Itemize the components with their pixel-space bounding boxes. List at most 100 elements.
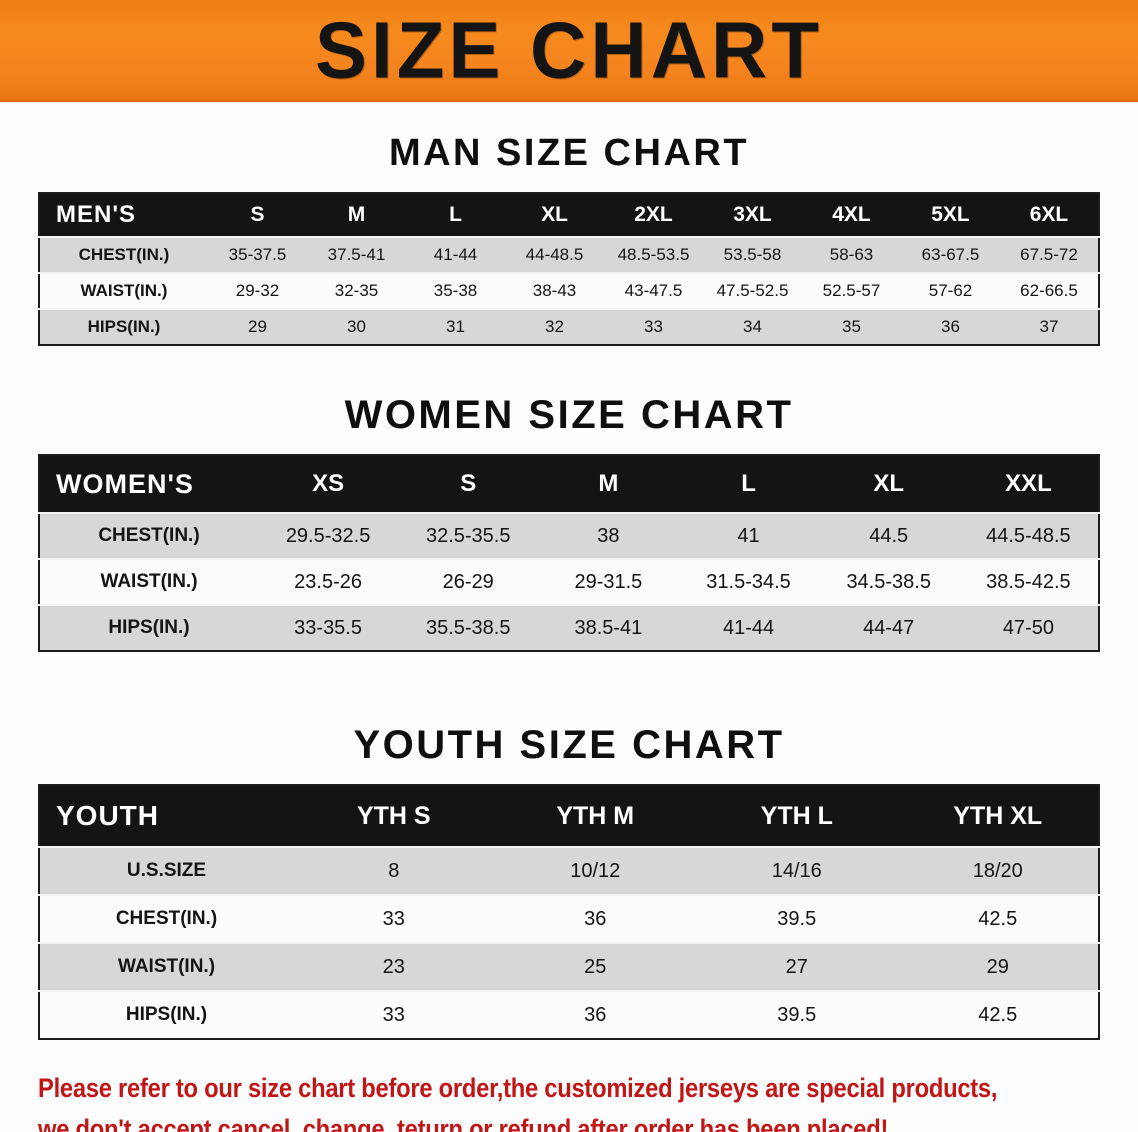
men-size-value: 52.5-57 [822, 281, 881, 300]
women-size-value: 38 [597, 524, 620, 547]
men-size-value: 29-32 [235, 281, 280, 300]
women-size-value: 41-44 [722, 616, 775, 639]
youth-measurement-row: U.S.SIZE 8 10/12 14/16 18/20 [39, 847, 1099, 895]
youth-size-table: YOUTH YTH S YTH M YTH L YTH XL U.S.SIZE 8 10/1… [38, 784, 1100, 1040]
women-size-value: 29-31.5 [574, 570, 643, 593]
women-size-value: 26-29 [442, 570, 494, 593]
women-table-header: WOMEN'S XS S M L XL XXL [39, 455, 1099, 513]
men-size-value: 37.5-41 [327, 245, 386, 264]
youth-size-column-header: YTH XL [897, 785, 1099, 847]
men-size-value: 38-43 [532, 281, 577, 300]
men-size-value: 35 [842, 317, 861, 336]
men-measurement-label: WAIST(IN.) [80, 281, 168, 300]
men-size-column-header: 4XL [802, 193, 901, 237]
youth-size-value: 39.5 [777, 1003, 817, 1026]
youth-size-value: 23 [382, 955, 405, 978]
women-table-body: CHEST(IN.) 29.5-32.5 32.5-35.5 38 41 44.5 44.5… [39, 513, 1099, 651]
women-size-value: 35.5-38.5 [425, 616, 511, 639]
men-size-column-header: L [406, 193, 505, 237]
youth-section-title: YOUTH SIZE CHART [353, 723, 785, 767]
youth-size-column-header: YTH M [494, 785, 696, 847]
men-size-value: 31 [446, 317, 465, 336]
women-section-title: WOMEN SIZE CHART [344, 393, 794, 437]
women-header-row: WOMEN'S XS S M L XL XXL [39, 455, 1099, 513]
men-size-value: 32 [545, 317, 564, 336]
women-category-label: WOMEN'S [39, 455, 258, 513]
men-size-column-header: 6XL [1000, 193, 1099, 237]
men-size-column-header: XL [505, 193, 604, 237]
women-size-value: 44.5-48.5 [986, 524, 1071, 547]
youth-size-value: 36 [584, 907, 607, 930]
women-size-column-header: S [398, 455, 539, 513]
men-category-label: MEN'S [39, 193, 208, 237]
men-size-value: 36 [941, 317, 960, 336]
youth-size-value: 36 [584, 1003, 607, 1026]
youth-size-value: 33 [382, 1003, 405, 1026]
youth-size-value: 27 [785, 955, 808, 978]
youth-size-value: 8 [388, 859, 400, 882]
youth-size-value: 14/16 [771, 859, 822, 882]
youth-size-section: YOUTH SIZE CHART YOUTH YTH S YTH M YTH L YTH… [0, 722, 1138, 1040]
youth-header-row: YOUTH YTH S YTH M YTH L YTH XL [39, 785, 1099, 847]
women-size-value: 32.5-35.5 [425, 524, 511, 547]
women-size-column-header: M [538, 455, 679, 513]
men-size-value: 35-37.5 [228, 245, 287, 264]
men-measurement-label: CHEST(IN.) [78, 245, 170, 264]
youth-table-body: U.S.SIZE 8 10/12 14/16 18/20 CHEST(IN.) 33 36 39… [39, 847, 1099, 1039]
women-size-table: WOMEN'S XS S M L XL XXL CHEST(IN.) 29.5-32.5 32.… [38, 454, 1100, 652]
youth-size-value: 42.5 [978, 907, 1018, 930]
women-size-value: 34.5-38.5 [846, 570, 931, 593]
men-size-value: 62-66.5 [1020, 281, 1078, 300]
men-size-value: 53.5-58 [723, 245, 782, 264]
women-measurement-row: WAIST(IN.) 23.5-26 26-29 29-31.5 31.5-34.5 34… [39, 559, 1099, 605]
page-title: SIZE CHART [315, 4, 823, 95]
women-size-column-header: XXL [958, 455, 1099, 513]
youth-measurement-row: WAIST(IN.) 23 25 27 29 [39, 943, 1099, 991]
youth-size-value: 18/20 [972, 859, 1023, 882]
youth-measurement-label: HIPS(IN.) [125, 1004, 208, 1025]
men-measurement-label: HIPS(IN.) [87, 317, 161, 336]
men-size-value: 63-67.5 [921, 245, 980, 264]
youth-size-column-header: YTH L [696, 785, 898, 847]
men-size-value: 35-38 [433, 281, 478, 300]
men-size-value: 30 [347, 317, 366, 336]
men-size-value: 34 [743, 317, 762, 336]
youth-measurement-label: U.S.SIZE [126, 860, 207, 881]
men-size-value: 33 [644, 317, 663, 336]
women-size-value: 29.5-32.5 [285, 524, 371, 547]
men-header-row: MEN'S S M L XL 2XL 3XL 4XL 5XL 6XL [39, 193, 1099, 237]
men-section-title: MAN SIZE CHART [388, 132, 750, 174]
men-table-body: CHEST(IN.) 35-37.5 37.5-41 41-44 44-48.5 48.5… [39, 237, 1099, 345]
youth-measurement-label: WAIST(IN.) [117, 956, 216, 977]
title-banner: SIZE CHART [0, 0, 1138, 102]
men-size-column-header: M [307, 193, 406, 237]
men-size-value: 32-35 [334, 281, 379, 300]
youth-size-value: 33 [382, 907, 405, 930]
men-size-section: MAN SIZE CHART MEN'S S M L XL 2XL 3XL 4XL 5XL 6XL… [0, 130, 1138, 346]
women-size-value: 23.5-26 [294, 570, 362, 593]
youth-table-header: YOUTH YTH S YTH M YTH L YTH XL [39, 785, 1099, 847]
women-measurement-row: HIPS(IN.) 33-35.5 35.5-38.5 38.5-41 41-44 44-… [39, 605, 1099, 651]
women-size-column-header: L [678, 455, 819, 513]
men-table-header: MEN'S S M L XL 2XL 3XL 4XL 5XL 6XL [39, 193, 1099, 237]
men-size-value: 37 [1039, 317, 1059, 336]
youth-size-column-header: YTH S [293, 785, 495, 847]
men-size-value: 47.5-52.5 [716, 281, 789, 300]
youth-measurement-row: CHEST(IN.) 33 36 39.5 42.5 [39, 895, 1099, 943]
women-size-value: 47-50 [1002, 616, 1054, 639]
women-size-column-header: XS [258, 455, 399, 513]
men-size-value: 43-47.5 [624, 281, 683, 300]
women-size-value: 44-47 [863, 616, 915, 639]
women-measurement-label: CHEST(IN.) [98, 525, 200, 546]
men-size-value: 29 [248, 317, 267, 336]
men-size-column-header: 2XL [604, 193, 703, 237]
women-measurement-row: CHEST(IN.) 29.5-32.5 32.5-35.5 38 41 44.5 44.5… [39, 513, 1099, 559]
men-size-value: 57-62 [928, 281, 973, 300]
men-size-column-header: 5XL [901, 193, 1000, 237]
youth-measurement-row: HIPS(IN.) 33 36 39.5 42.5 [39, 991, 1099, 1039]
women-size-value: 41 [737, 524, 760, 547]
women-measurement-label: WAIST(IN.) [100, 571, 198, 592]
men-size-column-header: 3XL [703, 193, 802, 237]
note-line-2: we don't accept cancel, change, teturn o… [38, 1114, 889, 1132]
